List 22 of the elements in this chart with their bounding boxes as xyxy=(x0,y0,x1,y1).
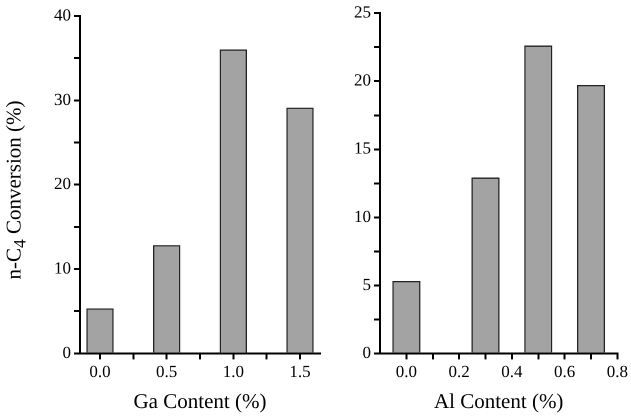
y-tick-label: 15 xyxy=(354,138,371,158)
x-tick-label: 0.8 xyxy=(606,362,628,382)
y-tick-label: 20 xyxy=(354,70,371,90)
y-tick-label: 30 xyxy=(54,90,71,109)
x-axis-title: Ga Content (%) xyxy=(134,388,266,413)
y-tick-label: 10 xyxy=(354,206,371,226)
y-tick-label: 20 xyxy=(54,174,71,194)
y-tick-label: 10 xyxy=(54,258,71,278)
y-tick-label: 40 xyxy=(54,5,71,24)
x-tick-label: 1.0 xyxy=(222,362,244,382)
x-axis-title: Al Content (%) xyxy=(434,388,564,413)
x-tick-label: 0.5 xyxy=(156,362,178,382)
x-tick-label: 0.2 xyxy=(448,362,470,382)
y-tick-label: 5 xyxy=(362,274,371,294)
y-tick-label: 25 xyxy=(354,2,371,22)
y-tick-label: 0 xyxy=(362,342,371,362)
x-tick-label: 0.0 xyxy=(89,362,111,382)
y-tick-label: 0 xyxy=(62,342,71,362)
x-tick-label: 0.0 xyxy=(396,362,417,382)
x-tick-label: 0.4 xyxy=(501,362,523,382)
x-tick-label: 0.6 xyxy=(554,362,576,382)
x-tick-label: 1.5 xyxy=(289,362,311,382)
